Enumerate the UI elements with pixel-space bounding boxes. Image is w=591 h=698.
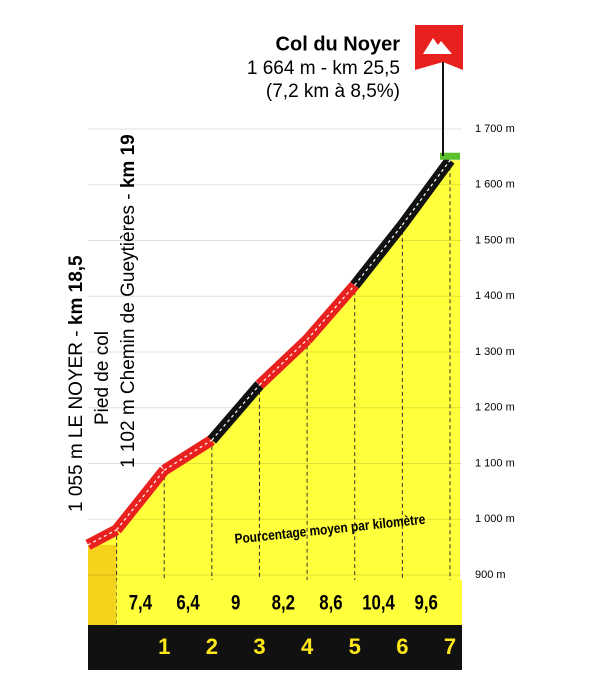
y-tick-label: 1 300 m bbox=[475, 346, 515, 358]
y-tick-label: 1 400 m bbox=[475, 290, 515, 302]
road-dash bbox=[87, 529, 117, 546]
road-dash bbox=[401, 159, 451, 226]
km-label: 5 bbox=[349, 634, 361, 659]
gradient-label: 9,6 bbox=[415, 592, 438, 615]
road-dash bbox=[354, 224, 403, 286]
flag-icon bbox=[423, 38, 452, 54]
km-label: 4 bbox=[301, 634, 314, 659]
foot-label: Pied de col bbox=[92, 331, 113, 425]
lead-in bbox=[88, 544, 117, 625]
start-label: 1 055 m LE NOYER - km 18,5 bbox=[66, 255, 87, 512]
y-tick-label: 1 700 m bbox=[475, 123, 515, 135]
y-tick-label: 1 000 m bbox=[475, 513, 515, 525]
road-dash bbox=[116, 469, 165, 531]
gradient-row bbox=[116, 580, 462, 625]
km-label: 1 bbox=[158, 634, 170, 659]
foot-place-label: 1 102 m Chemin de Gueytières - km 19 bbox=[118, 134, 139, 468]
km-label: 6 bbox=[396, 634, 408, 659]
road-dash bbox=[259, 339, 308, 386]
title: Col du Noyer bbox=[276, 33, 401, 55]
foot-km: km 19 bbox=[118, 134, 139, 188]
km-label: 3 bbox=[253, 634, 265, 659]
gradient-label: 7,4 bbox=[129, 592, 153, 615]
road-dash bbox=[306, 284, 356, 341]
y-tick-label: 1 100 m bbox=[475, 457, 515, 469]
km-label: 7 bbox=[444, 634, 456, 659]
gradient-label: 6,4 bbox=[176, 592, 200, 615]
road-segment bbox=[161, 435, 215, 475]
gradient-label: 8,6 bbox=[319, 592, 342, 615]
start-place: 1 055 m LE NOYER - bbox=[66, 325, 87, 512]
subtitle: (7,2 km à 8,5%) bbox=[266, 81, 400, 102]
summit-label: 1 664 m - km 25,5 bbox=[247, 58, 400, 79]
y-tick-label: 1 500 m bbox=[475, 234, 515, 246]
start-km: km 18,5 bbox=[66, 255, 87, 325]
profile-area bbox=[88, 160, 460, 580]
gradient-label: 9 bbox=[231, 592, 240, 615]
y-tick-label: 900 m bbox=[475, 569, 506, 581]
gradient-label: 8,2 bbox=[272, 592, 295, 615]
gradient-label: 10,4 bbox=[362, 592, 395, 615]
km-label: 2 bbox=[206, 634, 218, 659]
y-tick-label: 1 600 m bbox=[475, 179, 515, 191]
plot: 900 m 1 000 m 1 100 m 1 200 m 1 300 m 1 400 m… bbox=[85, 123, 515, 670]
road-dash bbox=[211, 384, 260, 441]
y-tick-label: 1 200 m bbox=[475, 402, 515, 414]
km-strip bbox=[88, 625, 462, 670]
foot-place: 1 102 m Chemin de Gueytières - bbox=[118, 188, 139, 468]
